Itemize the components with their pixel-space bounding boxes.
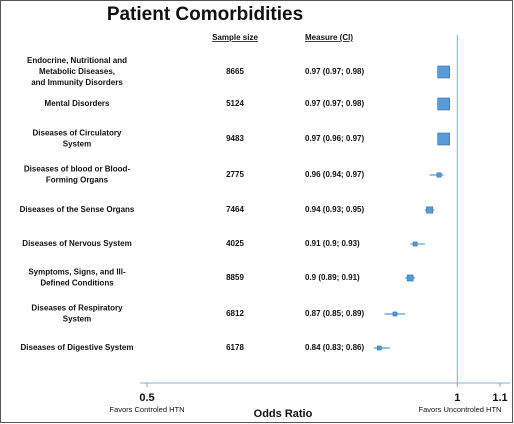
category-label: System (63, 140, 91, 149)
measure-label: 0.9 (0.89; 0.91) (305, 273, 360, 282)
point-estimate (392, 311, 398, 317)
point-estimate (436, 172, 442, 178)
sample-size: 7464 (226, 205, 244, 214)
point-estimate (412, 241, 418, 247)
category-label: Diseases of Digestive System (21, 343, 134, 352)
point-estimate (437, 65, 450, 79)
measure-label: 0.97 (0.97; 0.98) (305, 67, 364, 76)
sample-size: 8665 (226, 67, 244, 76)
sample-size: 2775 (226, 170, 244, 179)
category-label: Diseases of Respiratory (31, 304, 123, 313)
category-label: Diseases of Circulatory (33, 129, 122, 138)
point-estimate (426, 206, 434, 214)
category-label: Diseases of Nervous System (22, 239, 131, 248)
measure-label: 0.84 (0.83; 0.86) (305, 343, 364, 352)
category-label: Defined Conditions (40, 279, 114, 288)
measure-label: 0.96 (0.94; 0.97) (305, 170, 364, 179)
category-label: Diseases of the Sense Organs (20, 205, 135, 214)
measure-header: Measure (CI) (305, 33, 353, 42)
category-label: System (63, 315, 91, 324)
measure-label: 0.87 (0.85; 0.89) (305, 309, 364, 318)
measure-label: 0.91 (0.9; 0.93) (305, 239, 360, 248)
category-label: and Immunity Disorders (31, 78, 123, 87)
category-label: Mental Disorders (45, 99, 110, 108)
chart-title: Patient Comorbidities (107, 4, 303, 25)
point-estimate (406, 274, 414, 282)
sample-size: 6812 (226, 309, 244, 318)
category-label: Metabolic Diseases, (39, 67, 115, 76)
x-tick-label: 1.1 (492, 392, 507, 404)
category-label: Symptoms, Signs, and Ill- (28, 268, 126, 277)
left-note: Favors Controled HTN (109, 405, 184, 414)
sample-size: 6178 (226, 343, 244, 352)
measure-label: 0.94 (0.93; 0.95) (305, 205, 364, 214)
sample-size: 8859 (226, 273, 244, 282)
sample-size: 4025 (226, 239, 244, 248)
x-tick-label: 1 (454, 392, 460, 404)
x-axis-label: Odds Ratio (254, 408, 313, 420)
category-label: Forming Organs (46, 176, 109, 185)
sample-size: 5124 (226, 99, 244, 108)
point-estimate (376, 345, 382, 351)
category-label: Diseases of blood or Blood- (24, 165, 131, 174)
point-estimate (437, 132, 450, 146)
measure-label: 0.97 (0.97; 0.98) (305, 99, 364, 108)
sample-size: 9483 (226, 134, 244, 143)
point-estimate (437, 97, 450, 111)
x-tick-label: 0.5 (139, 392, 154, 404)
sample-header: Sample size (212, 33, 258, 42)
right-note: Favors Uncontroled HTN (419, 405, 502, 414)
measure-label: 0.97 (0.96; 0.97) (305, 134, 364, 143)
category-label: Endocrine, Nutritional and (27, 56, 127, 65)
